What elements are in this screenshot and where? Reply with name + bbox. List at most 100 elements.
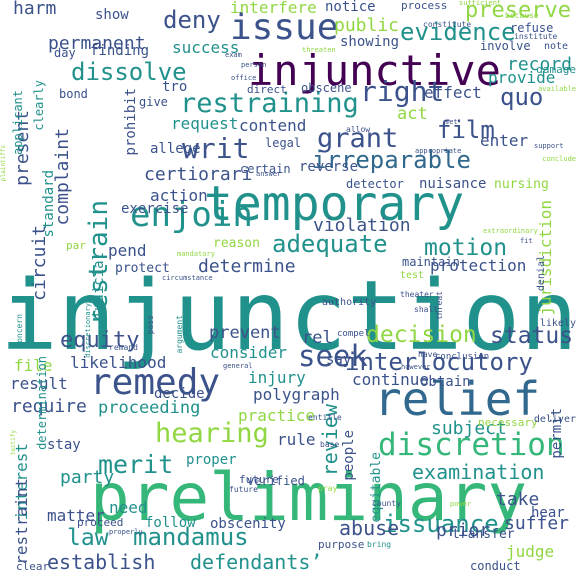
word-allege: allege: [150, 141, 201, 157]
word-give: give: [139, 95, 168, 109]
word-practice: practice: [238, 406, 316, 425]
word-proceeding: proceeding: [98, 398, 201, 418]
word-certiorari: certiorari: [144, 164, 253, 185]
word-compel: compel: [337, 329, 370, 339]
word-matter: matter: [47, 506, 105, 525]
word-argument: argument: [175, 315, 184, 354]
word-support: support: [534, 142, 564, 150]
word-request: request: [171, 114, 239, 133]
word-show: show: [95, 7, 129, 23]
word-prior: prior: [436, 520, 491, 541]
word-verified: verified: [247, 474, 305, 488]
word-injunctive: injunctive: [248, 46, 501, 95]
word-reverse: reverse: [299, 159, 359, 175]
word-act: act: [397, 104, 428, 124]
word-preserve: preserve: [465, 0, 571, 23]
word-test: test: [400, 270, 425, 281]
word-people: people: [341, 430, 357, 481]
word-person: person: [241, 61, 267, 69]
word-detector: detector: [346, 177, 404, 191]
word-because: because: [505, 11, 539, 20]
word-proceed: proceed: [77, 516, 124, 529]
word-need: need: [109, 498, 148, 517]
word-relief: relief: [374, 372, 541, 426]
word-evidence: evidence: [400, 18, 516, 46]
word-equity: equity: [60, 328, 140, 353]
word-future: future: [239, 473, 279, 486]
word-legal: legal: [265, 136, 302, 150]
word-direct: direct: [247, 83, 287, 96]
word-suffer: suffer: [504, 513, 570, 534]
word-injunction: injunction: [0, 260, 576, 372]
word-office: office: [231, 74, 257, 82]
word-refuse: refuse: [510, 21, 554, 35]
word-pass: pass: [146, 315, 155, 335]
word-allow: allow: [346, 125, 371, 134]
word-result: result: [10, 374, 68, 393]
word-day: day: [54, 46, 76, 60]
word-obscene: obscene: [301, 81, 352, 95]
word-injury: injury: [248, 368, 306, 387]
word-preliminary: preliminary: [90, 459, 528, 536]
word-deny: deny: [163, 6, 221, 34]
word-bring: bring: [367, 540, 392, 549]
word-theater: theater: [400, 290, 434, 299]
word-exam: exam: [225, 51, 242, 59]
word-continue: continue: [352, 370, 430, 389]
word-note: note: [544, 41, 569, 52]
word-plaintiffs: plaintiffs: [0, 145, 7, 182]
word-institute: institute: [514, 32, 558, 41]
word-conclude: conclude: [542, 155, 576, 163]
word-involve: involve: [480, 39, 531, 53]
word-law: law: [67, 525, 109, 551]
word-general: general: [223, 362, 253, 370]
word-threaten: threaten: [302, 46, 336, 54]
word-applicant: applicant: [11, 90, 25, 156]
word-nuisance: nuisance: [419, 176, 487, 192]
word-base: base: [320, 440, 340, 449]
word-establish: establish: [47, 550, 156, 574]
word-restraint: restraint: [12, 478, 31, 565]
word-future: future: [229, 485, 258, 494]
word-rule: rule: [277, 430, 316, 449]
word-clear: clear: [16, 560, 50, 573]
word-temporary: temporary: [204, 176, 465, 232]
word-pend: pend: [108, 241, 147, 260]
word-adequate: adequate: [272, 230, 388, 258]
word-enjoin: enjoin: [130, 195, 253, 235]
word-tro: tro: [162, 79, 188, 95]
word-have: have: [418, 350, 438, 359]
word-entitle: entitle: [308, 413, 342, 422]
word-discretionary: discretionary: [84, 303, 92, 358]
word-contend: contend: [239, 116, 307, 135]
word-fit: fit: [520, 237, 533, 245]
word-necessary: necessary: [478, 416, 538, 429]
word-defendants-: defendants’: [190, 550, 323, 574]
word-subject: subject: [431, 418, 507, 439]
word-issue: issue: [230, 7, 339, 48]
word-file: file: [14, 356, 53, 375]
word-transfer: transfer: [452, 527, 515, 542]
word-enter: enter: [480, 131, 529, 150]
word-concern: concern: [15, 314, 24, 348]
word-quo: quo: [500, 83, 544, 111]
word-violation: violation: [313, 215, 411, 236]
word-determine: determine: [198, 256, 296, 277]
word-rel: rel: [302, 328, 333, 348]
word-action: action: [150, 186, 208, 205]
word-restraining: restraining: [180, 88, 359, 119]
word-hearing: hearing: [155, 418, 269, 449]
word-mandatory: mandatory: [177, 250, 215, 258]
word-seek: seek: [298, 339, 368, 373]
word-require: require: [11, 396, 87, 417]
word-interfere: interfere: [230, 0, 317, 17]
word-standard: standard: [41, 170, 57, 238]
word-judge: judge: [506, 542, 555, 561]
word-answer: answer: [256, 170, 282, 178]
word-power: power: [450, 500, 472, 508]
word-protect: protect: [115, 261, 170, 276]
word-remand: remand: [109, 343, 138, 352]
word-likelihood: likelihood: [70, 353, 167, 372]
word-consider: consider: [210, 343, 288, 362]
